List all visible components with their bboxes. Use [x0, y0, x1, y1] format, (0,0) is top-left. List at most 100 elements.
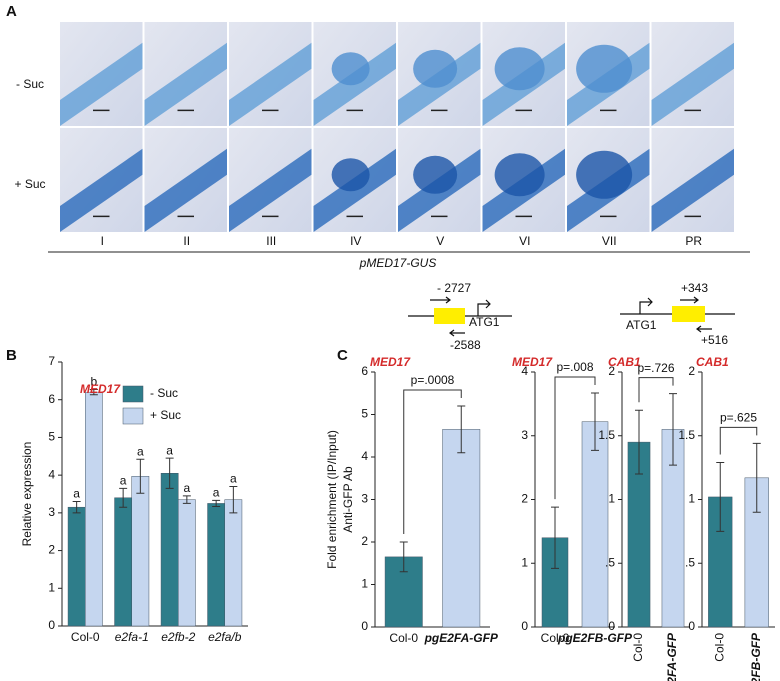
y-tick-label: 5	[48, 430, 55, 444]
y-tick-label: 1	[608, 492, 615, 506]
y-tick-label: 4	[48, 467, 55, 481]
bar	[224, 499, 243, 627]
error-bar-path	[752, 442, 761, 513]
error-bar	[716, 462, 725, 532]
bar	[131, 476, 150, 627]
p-value: p=.726	[637, 361, 674, 375]
panel-label: B	[6, 347, 17, 364]
error-bar	[165, 457, 174, 489]
y-tick-label: 0	[521, 619, 528, 633]
stage-label: III	[266, 234, 276, 248]
panel-label: C	[337, 347, 348, 364]
significance-letter: a	[230, 472, 237, 486]
significance-bracket	[719, 426, 758, 455]
root-band	[144, 42, 227, 126]
p-value: p=.008	[556, 360, 593, 374]
significance-letter: a	[137, 444, 144, 458]
significance-letter: a	[184, 481, 191, 495]
x-tick-label: e2fb-2	[161, 630, 195, 644]
lateral-root	[331, 158, 370, 192]
error-bar-path	[399, 541, 408, 573]
x-tick-label: pgE2FB-GFP	[557, 631, 633, 645]
legend-swatch	[122, 407, 144, 425]
bar	[85, 391, 103, 627]
error-bar	[591, 392, 599, 451]
x-tick-label: pgE2FB-GFP	[749, 632, 763, 681]
error-bar-path	[165, 457, 174, 489]
bar	[207, 503, 225, 627]
root-band	[229, 148, 312, 232]
y-tick-label: 1.5	[678, 428, 695, 442]
y-tick-label: 0	[688, 619, 695, 633]
error-bar-path	[669, 393, 677, 466]
primer-label: +516	[701, 333, 728, 347]
lateral-root	[576, 150, 633, 199]
y-tick-label: 2	[521, 492, 528, 506]
error-bar-path	[716, 462, 725, 532]
y-tick-label: 5	[361, 407, 368, 421]
panel-label: A	[6, 3, 17, 20]
y-tick-label: 2	[48, 543, 55, 557]
stage-label: I	[101, 234, 104, 248]
legend-label: + Suc	[150, 408, 181, 422]
error-bar	[635, 409, 643, 475]
chart-title: CAB1	[696, 355, 729, 369]
error-bar	[212, 499, 221, 507]
significance-letter: a	[73, 487, 80, 501]
lateral-root	[494, 47, 545, 91]
y-axis-label: Relative expression	[20, 442, 34, 547]
legend-swatch	[122, 385, 144, 403]
primer-label: +343	[681, 281, 708, 295]
stage-label: II	[183, 234, 190, 248]
error-bar	[752, 442, 761, 513]
x-tick-label: pgE2FA-GFP	[424, 631, 499, 645]
error-bar	[457, 405, 466, 454]
atg-label: ATG1	[626, 318, 657, 332]
bar	[581, 421, 609, 628]
lateral-root	[494, 153, 545, 197]
x-tick-label: Col-0	[541, 631, 570, 645]
legend-label: - Suc	[150, 386, 178, 400]
error-bar-path	[182, 495, 191, 504]
y-tick-label: 3	[48, 505, 55, 519]
annotation: MED17	[80, 382, 121, 396]
error-bar-path	[457, 405, 466, 454]
y-axis-label: Fold enrichment (IP/Input)	[325, 430, 339, 569]
error-bar	[136, 458, 145, 494]
lateral-root	[331, 52, 370, 86]
stage-label: V	[436, 234, 444, 248]
bar	[442, 429, 481, 628]
error-bar-path	[72, 501, 81, 514]
caption: pMED17-GUS	[359, 256, 437, 270]
row-label: + Suc	[14, 177, 45, 191]
x-tick-label: Col-0	[71, 630, 100, 644]
y-tick-label: 2	[688, 364, 695, 378]
bar	[160, 473, 179, 627]
significance-bracket	[554, 376, 596, 500]
y-tick-label: 1	[688, 492, 695, 506]
y-tick-label: 4	[361, 449, 368, 463]
x-tick-label: Col-0	[631, 633, 645, 662]
lateral-root	[413, 155, 458, 194]
x-tick-label: Col-0	[389, 631, 418, 645]
error-bar	[229, 485, 238, 514]
root-band	[60, 42, 143, 126]
stage-label: IV	[350, 234, 361, 248]
significance-bracket	[403, 389, 462, 534]
stage-label: VI	[519, 234, 530, 248]
bar	[67, 506, 86, 627]
y-axis-label: Anti-GFP Ab	[341, 466, 355, 533]
stage-label: VII	[602, 234, 617, 248]
y-tick-label: 1.5	[598, 428, 615, 442]
y-tick-label: 3	[521, 428, 528, 442]
x-tick-label: e2fa-1	[115, 630, 149, 644]
error-bar	[119, 487, 128, 508]
error-bar	[182, 495, 191, 504]
y-tick-label: 1	[48, 580, 55, 594]
error-bar	[669, 393, 677, 466]
error-bar-path	[212, 499, 221, 507]
chart-title: MED17	[512, 355, 553, 369]
y-tick-label: 2	[361, 534, 368, 548]
primer-label: -2588	[450, 338, 481, 352]
